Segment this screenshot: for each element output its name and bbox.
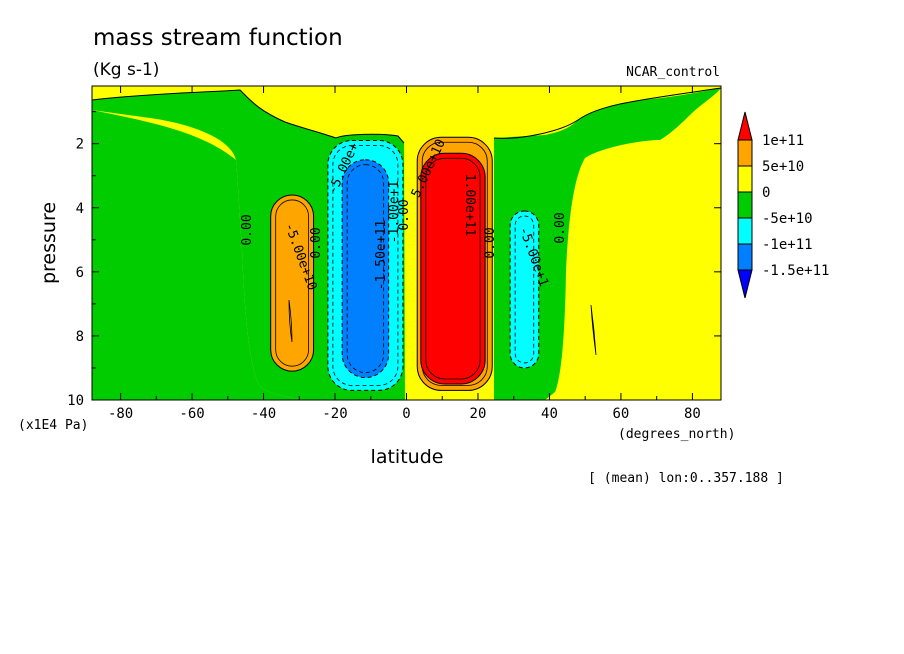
- plot-area: [91, 85, 722, 401]
- zero-contour-upper: [335, 133, 405, 144]
- colorbar-segment: [737, 243, 753, 271]
- negative-region-deep-south: [92, 110, 306, 400]
- colorbar-label: -1e+11: [762, 237, 813, 253]
- colorbar-label: 0: [762, 185, 770, 201]
- y-tick-label: 8: [76, 329, 84, 345]
- colorbar-bottom-arrow: [737, 269, 753, 299]
- cell-contour-line: [425, 157, 481, 380]
- x-tick-label: 0: [402, 406, 410, 422]
- footer-note: [ (mean) lon:0..357.188 ]: [588, 471, 784, 486]
- cell-contour-line: [275, 199, 309, 367]
- x-tick-label: -60: [179, 406, 204, 422]
- x-tick-label: 80: [684, 406, 701, 422]
- zero-contour-south: [91, 89, 337, 139]
- y-axis: 2 4 6 8 10: [67, 111, 721, 409]
- y-tick-label: 10: [67, 393, 84, 409]
- cell-contour-line: [332, 145, 399, 386]
- colorbar-label: -5e+10: [762, 211, 813, 227]
- cell-contour-line: [346, 164, 385, 373]
- contour-label: 0.00: [397, 199, 412, 230]
- x-tick-label: -40: [251, 406, 276, 422]
- x-tick-label: 40: [541, 406, 558, 422]
- colorbar-segment: [737, 165, 753, 193]
- circulation-cell: [341, 159, 390, 379]
- contour-label: 0.00: [483, 227, 498, 258]
- zero-contour-north: [493, 87, 722, 139]
- circulation-cell: [270, 194, 315, 372]
- contour-label: 1.00e+11: [462, 174, 477, 237]
- x-tick-label: 60: [613, 406, 630, 422]
- contour-label: 0.00: [240, 214, 255, 245]
- x-tick-label: -80: [108, 406, 133, 422]
- circulation-cell: [509, 210, 540, 369]
- thin-contour-south: [288, 299, 293, 343]
- x-tick-label: -20: [322, 406, 347, 422]
- colorbar-top-arrow: [737, 111, 753, 141]
- contour-label: -1.50e+11: [374, 220, 389, 290]
- colorbar-segment: [737, 217, 753, 245]
- contour-label: -1.00e+1: [387, 181, 402, 244]
- colorbar-label: -1.5e+11: [762, 263, 829, 279]
- contour-label: 0.00: [309, 227, 324, 258]
- x-axis-label: latitude: [371, 446, 444, 468]
- y-axis-units: (x1E4 Pa): [18, 418, 88, 433]
- x-axis-units: (degrees_north): [618, 427, 735, 442]
- thin-contour-north: [590, 304, 597, 356]
- colorbar-label: 5e+10: [762, 159, 804, 175]
- colorbar-segment: [737, 191, 753, 219]
- y-axis-label: pressure: [38, 202, 60, 284]
- y-tick-label: 2: [76, 137, 84, 153]
- circulation-cells: [270, 136, 540, 391]
- x-axis: -80 -60 -40 -20 0 20 40 60 80: [108, 86, 701, 422]
- chart-title: mass stream function: [93, 25, 343, 51]
- y-tick-label: 4: [76, 201, 84, 217]
- positive-region-gap: [405, 100, 413, 400]
- x-tick-label: 20: [470, 406, 487, 422]
- contour-label: 0.00: [553, 212, 568, 243]
- colorbar: 1e+11 5e+10 0 -5e+10 -1e+11 -1.5e+11: [737, 111, 829, 299]
- colorbar-label: 1e+11: [762, 133, 804, 149]
- chart-units: (Kg s-1): [93, 60, 159, 80]
- circulation-cell: [420, 152, 486, 385]
- dataset-label: NCAR_control: [626, 65, 720, 80]
- y-tick-label: 6: [76, 265, 84, 281]
- colorbar-segment: [737, 139, 753, 167]
- cell-contour-line: [514, 215, 535, 364]
